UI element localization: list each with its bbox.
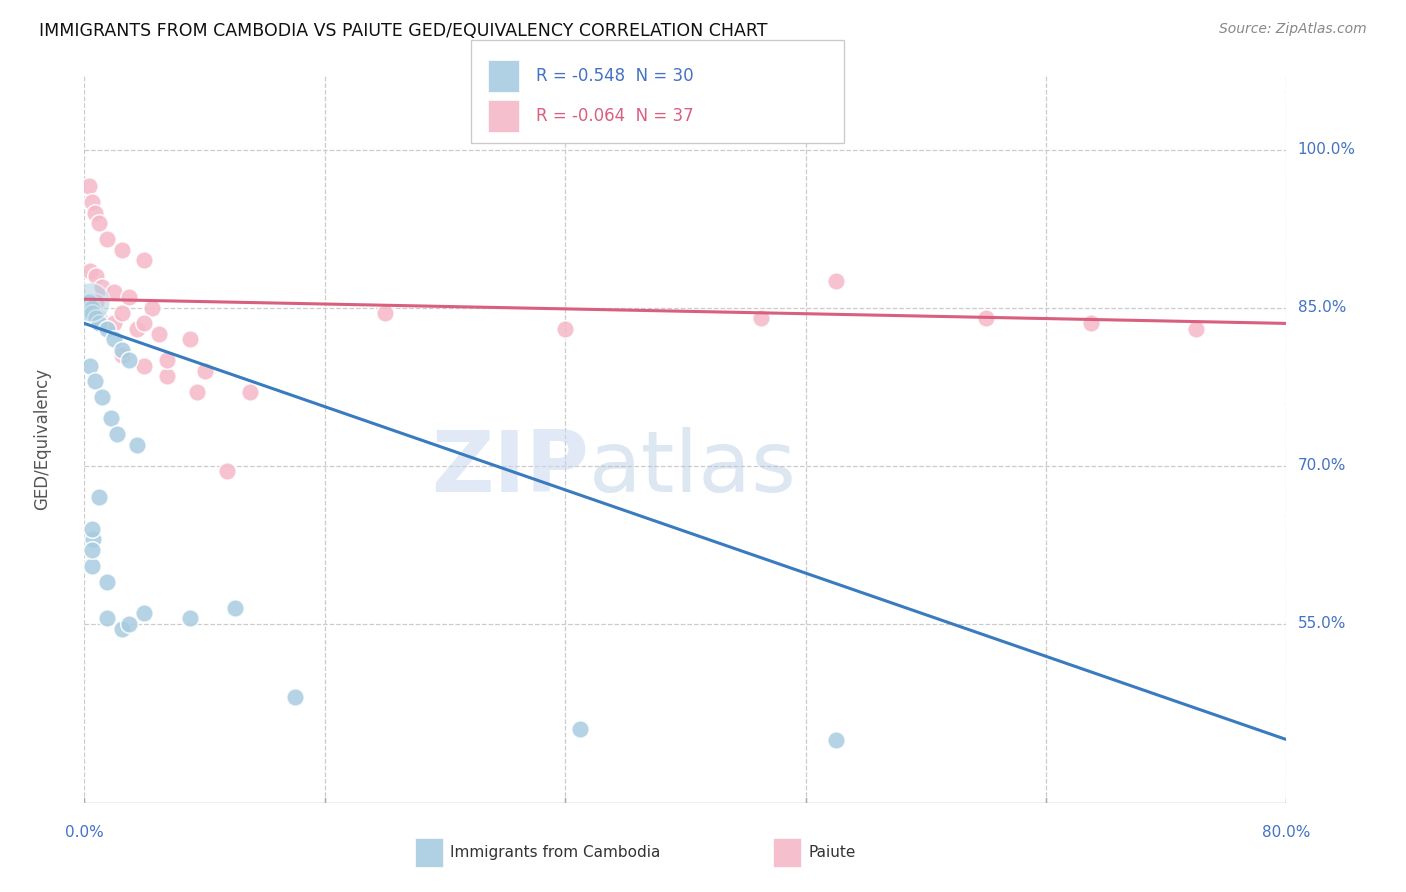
Point: [1080, 317, 1102, 331]
Point: [134, 317, 156, 331]
Point: [111, 343, 134, 357]
Point: [96, 321, 118, 335]
Point: [89, 490, 111, 504]
Point: [77, 179, 100, 194]
Point: [194, 364, 217, 378]
Point: [569, 722, 592, 736]
Text: GED/Equivalency: GED/Equivalency: [34, 368, 51, 510]
Point: [186, 384, 208, 399]
Point: [156, 353, 179, 368]
Point: [1185, 321, 1208, 335]
Point: [148, 326, 170, 341]
Point: [96, 611, 118, 625]
Point: [89, 311, 111, 326]
Point: [83, 206, 105, 220]
Point: [111, 243, 134, 257]
Point: [239, 384, 262, 399]
Point: [80, 306, 103, 320]
Text: R = -0.548  N = 30: R = -0.548 N = 30: [536, 67, 693, 85]
Point: [91, 390, 114, 404]
Point: [80, 558, 103, 573]
Point: [125, 321, 148, 335]
Point: [107, 427, 129, 442]
Point: [374, 306, 396, 320]
Text: Immigrants from Cambodia: Immigrants from Cambodia: [450, 846, 661, 860]
Point: [224, 600, 246, 615]
Text: 100.0%: 100.0%: [1298, 142, 1355, 157]
Point: [118, 353, 141, 368]
Point: [554, 321, 576, 335]
Point: [824, 274, 846, 288]
Point: [80, 195, 103, 210]
Point: [118, 290, 141, 304]
Point: [134, 359, 156, 373]
Point: [179, 611, 201, 625]
Text: IMMIGRANTS FROM CAMBODIA VS PAIUTE GED/EQUIVALENCY CORRELATION CHART: IMMIGRANTS FROM CAMBODIA VS PAIUTE GED/E…: [39, 22, 768, 40]
Point: [86, 311, 108, 326]
Point: [125, 437, 148, 451]
Point: [80, 543, 103, 558]
Text: 80.0%: 80.0%: [1263, 825, 1310, 840]
Text: atlas: atlas: [589, 427, 797, 510]
Point: [141, 301, 163, 315]
Point: [83, 375, 105, 389]
Point: [749, 311, 772, 326]
Point: [103, 285, 125, 299]
Text: 0.0%: 0.0%: [65, 825, 104, 840]
Text: 55.0%: 55.0%: [1298, 616, 1346, 632]
Point: [284, 690, 307, 705]
Text: R = -0.064  N = 37: R = -0.064 N = 37: [536, 107, 693, 125]
Point: [77, 295, 100, 310]
Point: [118, 616, 141, 631]
Point: [100, 411, 122, 425]
Point: [89, 317, 111, 331]
Point: [89, 216, 111, 230]
Point: [86, 295, 108, 310]
Point: [103, 317, 125, 331]
Point: [111, 348, 134, 362]
Point: [134, 253, 156, 268]
Text: ZIP: ZIP: [432, 427, 589, 510]
Point: [79, 295, 101, 310]
Point: [111, 306, 134, 320]
Point: [179, 332, 201, 346]
Point: [79, 359, 101, 373]
Point: [96, 574, 118, 589]
Text: Source: ZipAtlas.com: Source: ZipAtlas.com: [1219, 22, 1367, 37]
Point: [86, 268, 108, 283]
Point: [103, 332, 125, 346]
Point: [134, 606, 156, 620]
Point: [974, 311, 997, 326]
Point: [91, 279, 114, 293]
Point: [824, 732, 846, 747]
Point: [80, 301, 103, 315]
Point: [80, 522, 103, 536]
Point: [80, 306, 103, 320]
Text: Paiute: Paiute: [808, 846, 856, 860]
Point: [79, 264, 101, 278]
Point: [156, 369, 179, 384]
Point: [96, 232, 118, 246]
Point: [111, 622, 134, 636]
Point: [82, 533, 104, 547]
Point: [217, 464, 239, 478]
Text: 85.0%: 85.0%: [1298, 300, 1346, 315]
Text: 70.0%: 70.0%: [1298, 458, 1346, 473]
